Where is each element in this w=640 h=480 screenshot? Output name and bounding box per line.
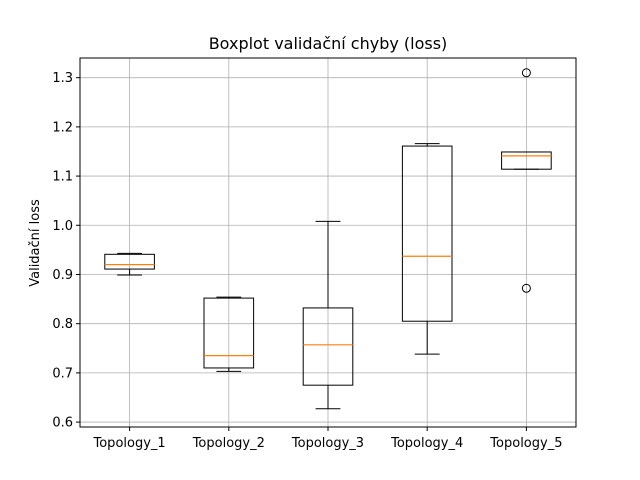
iqr-box	[401, 145, 453, 322]
box-group	[104, 252, 155, 276]
grid-lines	[80, 58, 576, 427]
box-group	[302, 220, 354, 410]
boxes-layer	[104, 68, 552, 410]
x-tick-label: Topology_5	[489, 436, 562, 451]
y-tick-label: 0.8	[52, 317, 73, 332]
x-tick-label: Topology_4	[390, 436, 463, 451]
y-tick-label: 1.2	[52, 120, 73, 135]
y-tick-label: 1.1	[52, 170, 73, 185]
iqr-box	[203, 297, 255, 369]
iqr-box	[104, 253, 155, 270]
y-tick-label: 1.0	[52, 219, 73, 234]
box-group	[203, 296, 255, 372]
iqr-box	[501, 151, 552, 170]
iqr-box	[302, 307, 354, 386]
x-tick-label: Topology_3	[291, 436, 364, 451]
y-tick-label: 0.6	[52, 416, 73, 431]
x-tick-label: Topology_1	[93, 436, 166, 451]
box-group	[401, 143, 453, 355]
y-tick-label: 0.7	[52, 366, 73, 381]
y-tick-label: 0.9	[52, 268, 73, 283]
outlier-point	[521, 68, 531, 78]
axes-layer: 0.6 0.7 0.8 0.9 1.0 1.1 1.2 1.3 Topology_1 Topolo…	[52, 57, 577, 451]
y-tick-label: 1.3	[52, 71, 73, 86]
y-axis-label: Validační loss	[28, 199, 43, 287]
x-tick-label: Topology_2	[192, 436, 265, 451]
box-group	[501, 68, 552, 293]
outlier-point	[521, 283, 531, 293]
chart-title: Boxplot validační chyby (loss)	[209, 34, 448, 53]
